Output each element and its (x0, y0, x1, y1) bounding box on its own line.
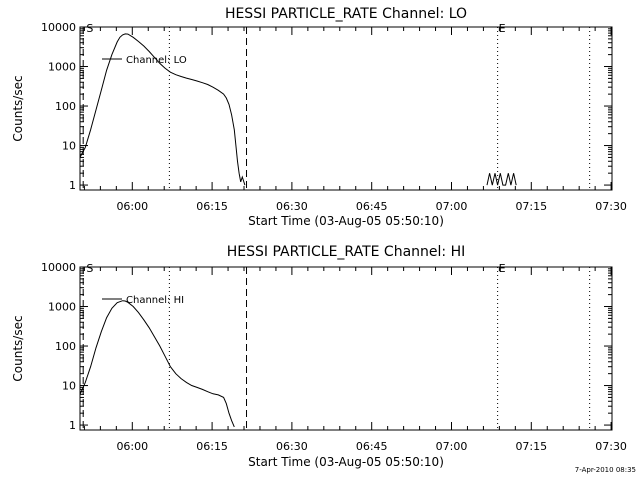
panel1-y-tick-label: 1000 (48, 61, 76, 74)
panel1-y-tick-label: 10 (62, 140, 76, 153)
panel1-x-tick-label: 07:00 (436, 200, 468, 213)
panel1-marker-s: S (86, 22, 93, 35)
footer-timestamp: 7-Apr-2010 08:35 (575, 466, 636, 474)
panel1-x-tick-label: 06:30 (276, 200, 308, 213)
panel2-legend-label: Channel: HI (126, 295, 184, 306)
panel1-y-tick-label: 10000 (41, 21, 76, 34)
panel1-y-tick-label: 100 (55, 100, 76, 113)
panel2-y-tick-label: 10 (62, 380, 76, 393)
panel2-title: HESSI PARTICLE_RATE Channel: HI (227, 244, 465, 260)
panel2-y-tick-label: 10000 (41, 261, 76, 274)
panel1-x-tick-label: 06:45 (356, 200, 388, 213)
panel1-series-line-1 (79, 33, 246, 186)
panel1-y-axis-label: Counts/sec (11, 75, 25, 141)
panel2-y-tick-label: 1000 (48, 301, 76, 314)
panel1-x-axis-label: Start Time (03-Aug-05 05:50:10) (248, 214, 444, 228)
panel2-x-tick-label: 06:30 (276, 440, 308, 453)
panel2-y-tick-label: 1 (69, 419, 76, 432)
panel2-x-tick-label: 07:00 (436, 440, 468, 453)
panel2-marker-s: S (86, 262, 93, 275)
panel1-plot-frame (79, 26, 613, 191)
panel1-title: HESSI PARTICLE_RATE Channel: LO (225, 6, 467, 22)
panel1-x-tick-label: 07:30 (595, 200, 627, 213)
panel2-y-axis-label: Counts/sec (11, 315, 25, 381)
panel2-x-tick-label: 06:45 (356, 440, 388, 453)
panel2-x-tick-label: 06:15 (196, 440, 228, 453)
panel1-legend-label: Channel: LO (126, 55, 187, 66)
panel2-x-tick-label: 07:15 (515, 440, 547, 453)
panel1-series-line-2 (486, 173, 517, 186)
panel1-y-tick-label: 1 (69, 179, 76, 192)
panel2-plot-frame (79, 266, 613, 431)
panel2-series-line-1 (79, 300, 235, 428)
panel2-x-axis-label: Start Time (03-Aug-05 05:50:10) (248, 455, 444, 469)
panel2-marker-e: E (499, 262, 506, 275)
panel1-marker-e: E (499, 22, 506, 35)
panel1-x-tick-label: 06:00 (116, 200, 148, 213)
panel2-x-tick-label: 06:00 (116, 440, 148, 453)
panel1-x-tick-label: 06:15 (196, 200, 228, 213)
panel2-y-tick-label: 100 (55, 340, 76, 353)
panel1-x-tick-label: 07:15 (515, 200, 547, 213)
panel2-x-tick-label: 07:30 (595, 440, 627, 453)
